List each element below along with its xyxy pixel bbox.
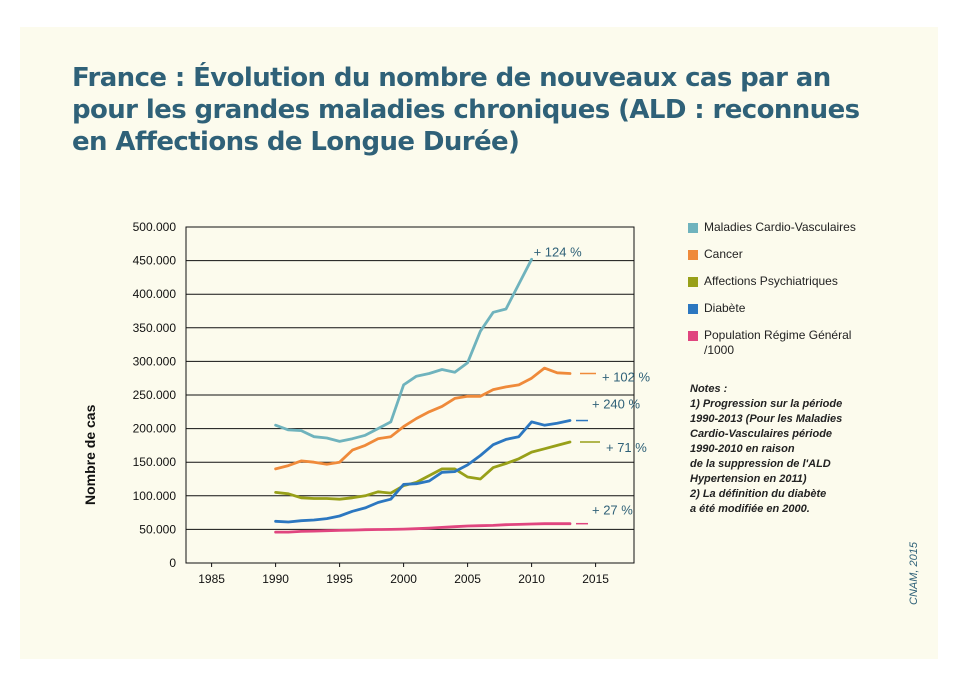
legend-item-diabete: Diabète (688, 301, 888, 316)
x-tick-label: 2000 (390, 572, 417, 586)
x-tick-label: 2015 (582, 572, 609, 586)
chart-title: France : Évolution du nombre de nouveaux… (72, 63, 860, 157)
legend-label-psychiatriques: Affections Psychiatriques (704, 274, 838, 288)
series-line (274, 366, 572, 471)
x-tick-label: 1985 (198, 572, 225, 586)
series-line (274, 522, 572, 534)
series-annotation: + 102 % (602, 369, 651, 384)
legend-swatch-population (688, 331, 698, 341)
y-tick-label: 50.000 (139, 522, 176, 536)
legend-label-cardio: Maladies Cardio-Vasculaires (704, 220, 856, 234)
series-line (274, 419, 572, 524)
notes-title: Notes : (690, 383, 728, 395)
legend-label-diabete: Diabète (704, 301, 746, 315)
y-tick-label: 100.000 (133, 489, 177, 503)
y-tick-label: 200.000 (133, 422, 177, 436)
legend-label-cancer: Cancer (704, 247, 743, 261)
legend-item-cancer: Cancer (688, 247, 888, 262)
x-tick-label: 2005 (454, 572, 481, 586)
x-tick-label: 1990 (262, 572, 289, 586)
y-tick-label: 450.000 (133, 254, 177, 268)
series-line (274, 257, 533, 443)
legend-swatch-cardio (688, 223, 698, 233)
legend-swatch-psychiatriques (688, 277, 698, 287)
series-line (274, 440, 572, 501)
series-annotation: + 240 % (592, 397, 641, 412)
note-2: 2) La définition du diabète a été modifi… (690, 488, 827, 515)
legend-label-population: Population Régime Général /1000 (704, 328, 852, 357)
y-tick-label: 400.000 (133, 287, 177, 301)
legend: Maladies Cardio-Vasculaires Cancer Affec… (688, 220, 888, 370)
y-tick-label: 500.000 (133, 220, 177, 234)
legend-swatch-diabete (688, 304, 698, 314)
credit-text: CNAM, 2015 (908, 542, 920, 605)
y-tick-label: 300.000 (133, 354, 177, 368)
legend-item-population: Population Régime Général /1000 (688, 328, 888, 358)
notes-block: Notes : 1) Progression sur la période 19… (690, 382, 875, 517)
legend-item-cardio: Maladies Cardio-Vasculaires (688, 220, 888, 235)
x-tick-label: 1995 (326, 572, 353, 586)
legend-swatch-cancer (688, 250, 698, 260)
legend-item-psychiatriques: Affections Psychiatriques (688, 274, 888, 289)
series-annotation: + 71 % (606, 440, 647, 455)
note-1: 1) Progression sur la période 1990-2013 … (690, 398, 843, 485)
series-annotation: + 124 % (534, 244, 583, 259)
y-tick-label: 150.000 (133, 455, 177, 469)
y-tick-label: 350.000 (133, 321, 177, 335)
series-annotation: + 27 % (592, 503, 633, 518)
x-tick-label: 2010 (518, 572, 545, 586)
y-tick-label: 250.000 (133, 388, 177, 402)
y-tick-label: 0 (169, 556, 176, 570)
